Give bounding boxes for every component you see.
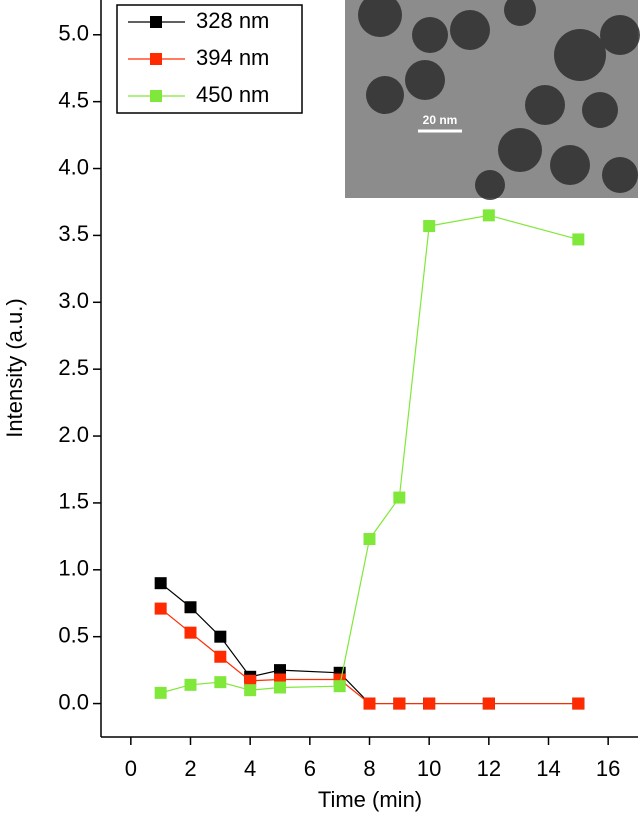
x-tick-label: 2 [184,756,196,781]
x-tick-label: 12 [477,756,501,781]
marker [363,697,376,710]
marker [154,577,167,590]
y-tick-label: 5.0 [58,21,89,46]
y-tick-label: 2.0 [58,422,89,447]
marker [393,491,406,504]
y-tick-label: 2.5 [58,355,89,380]
particle [366,76,404,114]
marker [393,697,406,710]
particle [554,29,606,81]
marker [154,602,167,615]
x-tick-label: 8 [363,756,375,781]
particle [550,145,590,185]
y-tick-label: 3.0 [58,288,89,313]
y-axis-label: Intensity (a.u.) [2,298,27,437]
marker [363,533,376,546]
legend-marker [150,90,162,102]
particle [450,10,490,50]
particle [525,85,565,125]
y-tick-label: 0.5 [58,622,89,647]
inset-image: 20 nm [345,0,640,200]
particle [405,60,445,100]
particle [582,92,618,128]
y-tick-label: 1.5 [58,489,89,514]
legend-label: 394 nm [196,45,269,70]
series-line [160,214,579,694]
particle [504,0,536,26]
marker [154,686,167,699]
marker [423,220,436,233]
marker [244,684,257,697]
marker [184,678,197,691]
x-axis-label: Time (min) [318,787,422,812]
x-tick-label: 6 [304,756,316,781]
marker [274,681,286,694]
particle [475,170,505,200]
x-tick-label: 0 [125,756,137,781]
marker [482,697,495,710]
x-tick-label: 10 [417,756,441,781]
particle [498,128,542,172]
marker [572,233,585,246]
x-tick-label: 14 [536,756,560,781]
particle [602,157,638,193]
marker [214,630,227,643]
marker [214,676,227,689]
marker [482,209,495,222]
particle [358,0,402,37]
y-tick-label: 4.0 [58,154,89,179]
marker [214,650,227,663]
marker [184,601,197,614]
legend-label: 450 nm [196,82,269,107]
y-tick-label: 3.5 [58,221,89,246]
legend-label: 328 nm [196,8,269,33]
marker [184,626,197,639]
y-tick-label: 4.5 [58,87,89,112]
marker [244,674,257,687]
y-tick-label: 0.0 [58,689,89,714]
particle [412,17,448,53]
marker [333,680,346,693]
y-tick-label: 1.0 [58,556,89,581]
marker [572,697,585,710]
x-tick-label: 16 [596,756,620,781]
particle [600,15,640,55]
x-tick-label: 4 [244,756,256,781]
legend-marker [150,53,162,65]
scale-label: 20 nm [423,113,458,127]
marker [423,697,436,710]
legend-marker [150,16,162,28]
marker [274,664,286,677]
